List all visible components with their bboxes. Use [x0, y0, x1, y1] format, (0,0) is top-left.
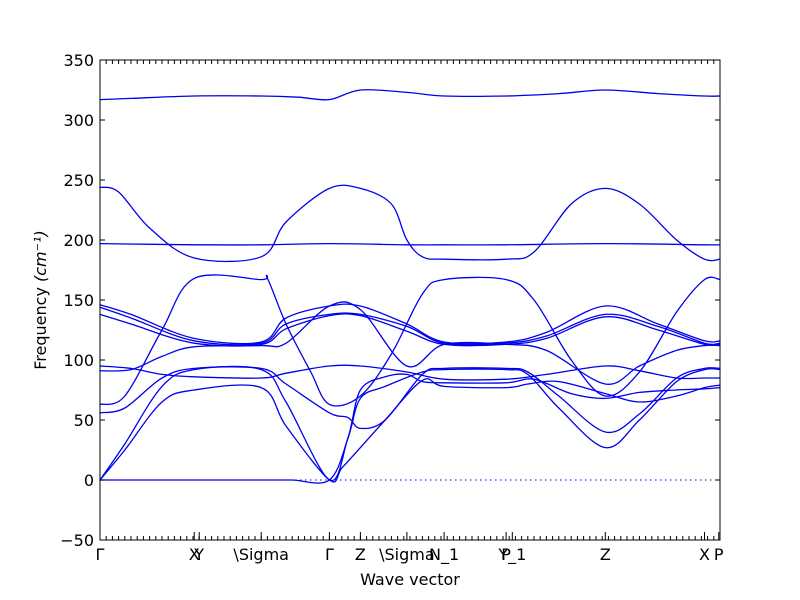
- x-tick-label: \Sigma: [233, 545, 289, 564]
- y-tick-label: 50: [74, 411, 94, 430]
- y-tick-label: 150: [63, 291, 94, 310]
- y-tick-label: 350: [63, 51, 94, 70]
- y-tick-label: 100: [63, 351, 94, 370]
- x-tick-label: Y: [193, 545, 204, 564]
- x-tick-label: P: [714, 545, 724, 564]
- x-tick-label: Z: [600, 545, 611, 564]
- phonon-band-13: [99, 373, 721, 484]
- phonon-band-4: [99, 274, 721, 407]
- x-tick-label: X: [189, 545, 200, 564]
- y-axis: −50 0 50 100 150 200 250 300 350: [60, 51, 720, 550]
- x-axis-title: Wave vector: [360, 570, 460, 589]
- x-tick-label: P: [501, 545, 511, 564]
- y-axis-title-text: Frequency: [31, 287, 50, 370]
- phonon-band-7: [99, 313, 721, 347]
- plot-frame: [99, 59, 721, 541]
- x-tick-label: \Sigma: [379, 545, 435, 564]
- phonon-band-11: [99, 365, 721, 482]
- x-tick-label: X: [699, 545, 710, 564]
- x-tick-label: Γ: [96, 545, 105, 564]
- phonon-band-8: [99, 301, 721, 385]
- y-tick-label: −50: [60, 531, 94, 550]
- phonon-band-3: [99, 242, 721, 246]
- x-tick-label: Y_1: [497, 545, 526, 565]
- y-tick-label: 250: [63, 171, 94, 190]
- y-tick-label: 200: [63, 231, 94, 250]
- y-tick-label: 300: [63, 111, 94, 130]
- bands-layer: [99, 89, 721, 484]
- phonon-band-1: [99, 89, 721, 101]
- phonon-band-9: [99, 364, 721, 381]
- y-tick-label: 0: [84, 471, 94, 490]
- x-tick-label: Z: [355, 545, 366, 564]
- x-tick-label: N_1: [429, 545, 459, 565]
- y-axis-unit: (cm⁻¹): [31, 230, 50, 282]
- y-axis-title: Frequency (cm⁻¹): [31, 230, 50, 369]
- phonon-band-5: [99, 303, 721, 345]
- phonon-band-6: [99, 306, 721, 346]
- x-tick-label: Γ: [325, 545, 334, 564]
- phonon-band-12: [99, 378, 721, 483]
- phonon-band-2: [99, 184, 721, 263]
